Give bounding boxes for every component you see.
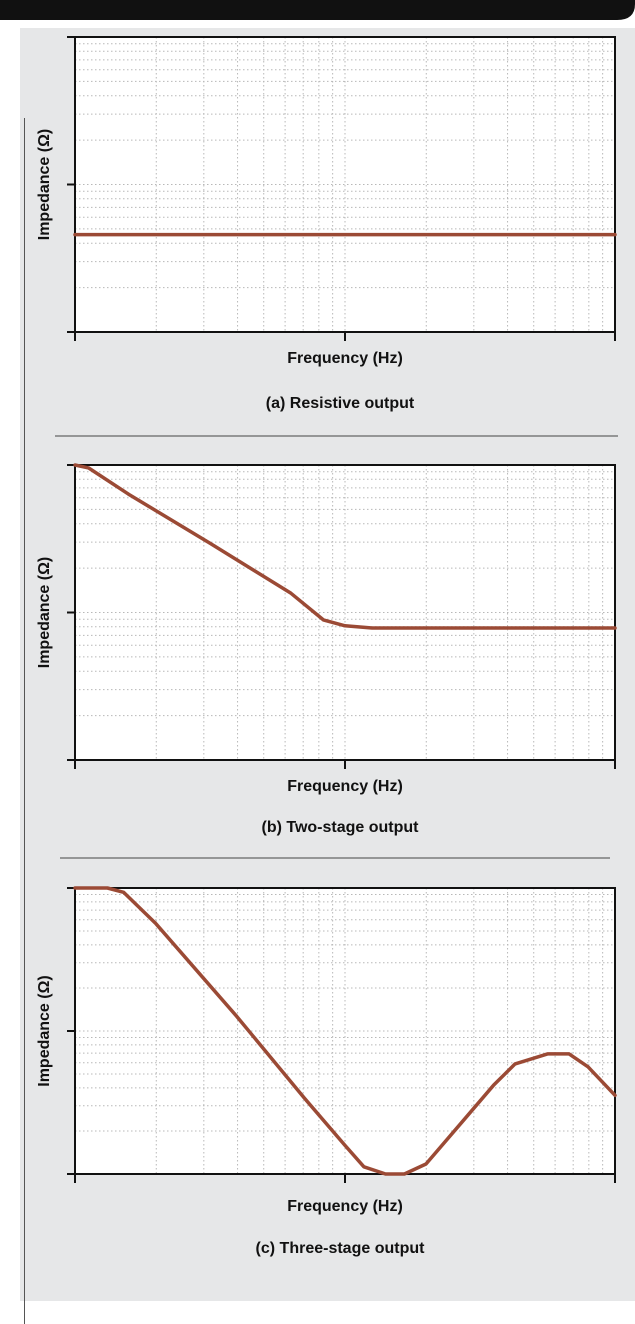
figure-panel: Frequency (Hz) Impedance (Ω) (a) Resistive… bbox=[20, 28, 635, 1324]
y-axis-label: Impedance (Ω) bbox=[36, 557, 53, 669]
chart-caption: (c) Three-stage output bbox=[256, 1240, 426, 1257]
x-axis-label: Frequency (Hz) bbox=[287, 1198, 403, 1215]
impedance-charts-figure: Frequency (Hz) Impedance (Ω) (a) Resistive… bbox=[36, 36, 618, 1257]
x-axis-label: Frequency (Hz) bbox=[287, 350, 403, 367]
impedance-curve bbox=[73, 886, 617, 1176]
header-bar-shape bbox=[0, 0, 635, 20]
chart-caption: (a) Resistive output bbox=[266, 395, 415, 412]
x-axis-label: Frequency (Hz) bbox=[287, 778, 403, 795]
y-axis-label: Impedance (Ω) bbox=[36, 975, 53, 1087]
y-axis-label: Impedance (Ω) bbox=[36, 129, 53, 241]
chart-caption: (b) Two-stage output bbox=[262, 819, 420, 836]
chart-1: Frequency (Hz) Impedance (Ω) (a) Resistive… bbox=[36, 36, 618, 437]
chart-3: Frequency (Hz) Impedance (Ω) (c) Three-sta… bbox=[36, 886, 617, 1257]
header-bar bbox=[0, 0, 635, 28]
impedance-curve bbox=[73, 463, 617, 630]
chart-2: Frequency (Hz) Impedance (Ω) (b) Two-stage… bbox=[36, 463, 617, 859]
left-divider-line bbox=[24, 118, 25, 1324]
